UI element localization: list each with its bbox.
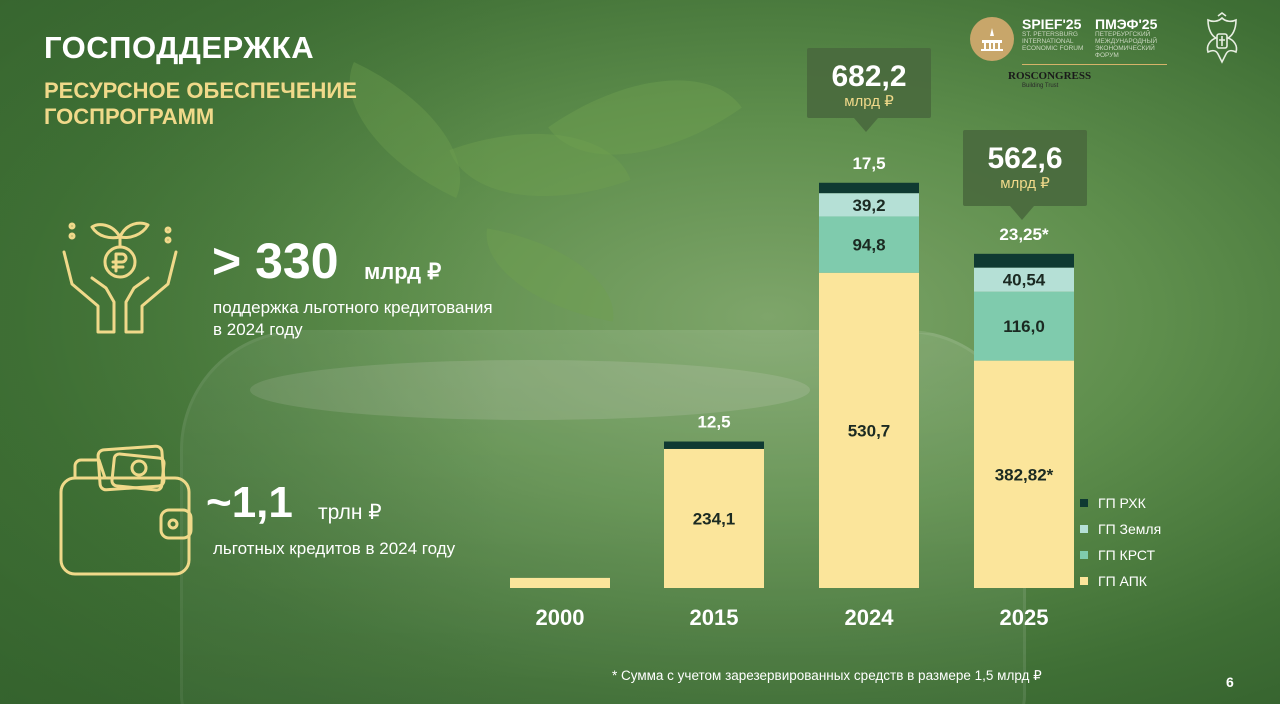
wallet-icon	[59, 444, 193, 576]
logo-divider	[1022, 64, 1167, 65]
total-value: 682,2	[831, 60, 906, 93]
bar-segment	[819, 182, 919, 194]
legend-label: ГП РХК	[1098, 495, 1146, 511]
data-label: 12,5	[697, 413, 730, 432]
bar-segment	[664, 448, 764, 588]
legend-swatch	[1080, 525, 1088, 533]
data-label: 40,54	[1003, 271, 1046, 290]
category-label: 2015	[690, 605, 739, 630]
legend-item: ГП Земля	[1080, 516, 1161, 542]
total-callout-box	[963, 130, 1087, 206]
page-title: ГОСПОДДЕРЖКА	[44, 30, 315, 65]
bar-segment	[819, 272, 919, 588]
total-callout-box	[807, 48, 931, 118]
legend-item: ГП КРСТ	[1080, 542, 1161, 568]
bar-segment	[819, 193, 919, 217]
roscongress-tagline: Building Trust	[1022, 83, 1059, 89]
bar-segment	[974, 267, 1074, 292]
spief-logo-text: SPIEF'25	[1022, 16, 1082, 32]
legend-item: ГП АПК	[1080, 568, 1161, 594]
pmef-logo-text: ПМЭФ'25	[1095, 16, 1158, 32]
total-unit: млрд ₽	[1000, 175, 1050, 192]
footnote: * Сумма с учетом зарезервированных средс…	[612, 668, 1042, 683]
stat-value: > 330	[212, 233, 339, 289]
category-label: 2000	[536, 605, 585, 630]
bar-segment	[974, 253, 1074, 268]
data-label: 39,2	[852, 196, 885, 215]
hands-ruble-icon	[62, 221, 178, 334]
bar-segment	[664, 441, 764, 449]
data-label: 382,82*	[995, 465, 1054, 484]
bar-segment	[819, 216, 919, 273]
stat-description: поддержка льготного кредитования в 2024 …	[213, 298, 493, 339]
page-number: 6	[1226, 674, 1234, 690]
page-subtitle: РЕСУРСНОЕ ОБЕСПЕЧЕНИЕ ГОСПРОГРАММ	[44, 78, 357, 129]
data-label: 530,7	[848, 421, 891, 440]
data-label: 17,5	[852, 154, 885, 173]
bar-segment	[510, 577, 610, 588]
legend-swatch	[1080, 551, 1088, 559]
legend-swatch	[1080, 499, 1088, 507]
stat-value: ~1,1	[206, 478, 293, 527]
chart-legend: ГП РХК ГП Земля ГП КРСТ ГП АПК	[1080, 490, 1161, 594]
legend-label: ГП АПК	[1098, 573, 1147, 589]
data-label: 234,1	[693, 509, 736, 528]
total-value: 562,6	[987, 142, 1062, 175]
category-label: 2024	[845, 605, 895, 630]
roscongress-logo: ROSCONGRESS	[1008, 70, 1092, 82]
stat-unit: трлн ₽	[318, 501, 382, 524]
spief-logo-subtext: ST. PETERSBURG INTERNATIONAL ECONOMIC FO…	[1022, 31, 1084, 52]
legend-label: ГП КРСТ	[1098, 547, 1156, 563]
spief-logo-icon	[970, 17, 1014, 61]
pmef-logo-subtext: ПЕТЕРБУРГСКИЙ МЕЖДУНАРОДНЫЙ ЭКОНОМИЧЕСКИ…	[1095, 31, 1158, 59]
bar-segment	[974, 291, 1074, 361]
bar-segment	[974, 360, 1074, 588]
data-label: 94,8	[852, 236, 885, 255]
background-coins	[250, 360, 810, 420]
data-label: 23,25*	[999, 225, 1049, 244]
legend-swatch	[1080, 577, 1088, 585]
legend-label: ГП Земля	[1098, 521, 1162, 537]
building-icon	[981, 28, 1003, 51]
stat-unit: млрд ₽	[364, 259, 442, 284]
stat-description: льготных кредитов в 2024 году	[213, 539, 456, 558]
ministry-emblem-icon	[1206, 12, 1238, 64]
legend-item: ГП РХК	[1080, 490, 1161, 516]
callout-pointer	[1010, 206, 1034, 220]
total-unit: млрд ₽	[844, 93, 894, 110]
data-label: 116,0	[1003, 317, 1045, 336]
left-panel-overlay	[0, 0, 500, 704]
callout-pointer	[854, 118, 878, 132]
category-label: 2025	[1000, 605, 1049, 630]
